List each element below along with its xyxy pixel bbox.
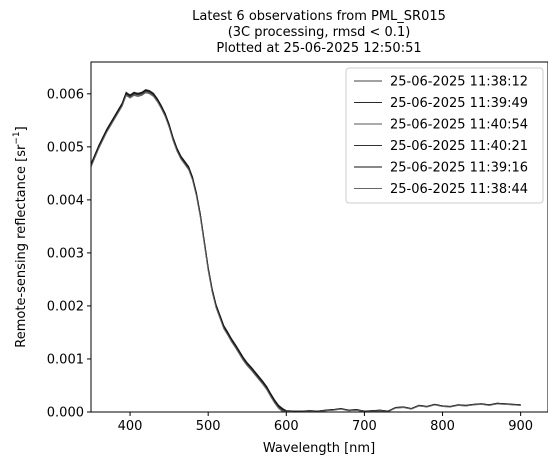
y-tick-label: 0.006 [47,87,84,102]
y-tick-label: 0.002 [47,299,84,314]
y-tick-label: 0.001 [47,352,84,367]
y-tick-label: 0.005 [47,140,84,155]
legend-label-1: 25-06-2025 11:38:12 [390,75,528,90]
x-tick-label: 800 [430,419,455,434]
series-line-6 [90,92,521,413]
x-axis-label: Wavelength [nm] [263,441,375,456]
y-axis-label-main: Remote-sensing reflectance [sr [14,144,29,348]
y-tick-label: 0.004 [47,193,84,208]
y-axis-label: Remote-sensing reflectance [sr−1] [12,126,29,347]
legend: 25-06-2025 11:38:12 25-06-2025 11:39:49 25… [345,67,544,204]
y-axis-label-close: ] [14,126,29,131]
x-tick-label: 600 [274,419,299,434]
legend-label-6: 25-06-2025 11:38:44 [390,182,528,197]
x-tick-label: 500 [196,419,221,434]
y-tick-label: 0.000 [47,406,84,421]
plot-lines [90,89,521,413]
chart-title: Latest 6 observations from PML_SR015 (3C… [192,9,446,56]
x-tick-label: 700 [352,419,377,434]
legend-box [345,67,544,204]
legend-label-3: 25-06-2025 11:40:54 [390,118,528,133]
legend-label-2: 25-06-2025 11:39:49 [390,96,528,111]
chart-title-line-3: Plotted at 25-06-2025 12:50:51 [216,41,421,56]
plot-frame [90,61,548,413]
x-tick-label: 400 [118,419,143,434]
x-tick-label: 900 [508,419,533,434]
chart-title-line-1: Latest 6 observations from PML_SR015 [192,9,446,24]
legend-label-5: 25-06-2025 11:39:16 [390,161,528,176]
legend-label-4: 25-06-2025 11:40:21 [390,139,528,154]
series-line-5 [90,89,521,412]
x-axis: 400 500 600 700 800 900 [118,412,533,434]
y-tick-label: 0.003 [47,246,84,261]
chart-title-line-2: (3C processing, rmsd < 0.1) [228,25,411,40]
y-axis-label-superscript: −1 [12,131,22,144]
y-axis: 0.000 0.001 0.002 0.003 0.004 0.005 0.006 [47,87,91,421]
